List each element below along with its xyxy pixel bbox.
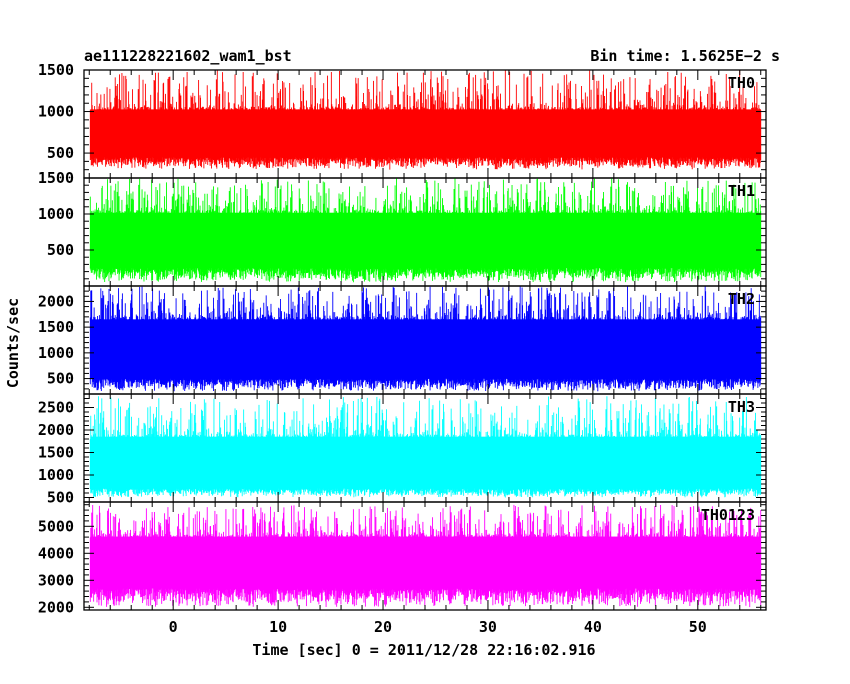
x-tick-label: 30 [479,618,497,636]
x-tick-label: 10 [269,618,287,636]
y-tick-label: 500 [47,489,74,507]
series-core-th3 [90,436,761,489]
y-tick-label: 1500 [38,61,74,79]
panel-label-th0: TH0 [728,74,755,92]
bin-time-label: Bin time: 1.5625E−2 s [590,47,780,65]
panel-label-th2: TH2 [728,290,755,308]
y-tick-label: 2000 [38,598,74,616]
x-tick-label: 20 [374,618,392,636]
y-tick-label: 1000 [38,344,74,362]
panels-group: 500 1000 1500 TH0 500 1000 1500 TH1 500 1000 1500 2… [38,61,767,616]
x-axis-title: Time [sec] 0 = 2011/12/28 22:16:02.916 [252,641,595,659]
y-axis-title: Counts/sec [4,298,22,388]
figure-title: ae111228221602_wam1_bst [84,47,292,65]
panel-label-th1: TH1 [728,182,755,200]
series-core-th0 [90,109,761,158]
panel-th1: 500 1000 1500 TH1 [38,169,767,287]
panel-th3: 500 1000 1500 2000 2500 TH3 [38,393,767,507]
y-tick-label: 1000 [38,103,74,121]
panel-label-th3: TH3 [728,398,755,416]
x-axis: 0 10 20 30 40 50 [169,618,707,636]
y-tick-label: 1500 [38,444,74,462]
y-tick-label: 500 [47,241,74,259]
y-tick-label: 1000 [38,205,74,223]
panel-label-th0123: TH0123 [701,506,755,524]
panel-th2: 500 1000 1500 2000 TH2 [38,285,767,395]
x-tick-label: 50 [689,618,707,636]
y-tick-label: 5000 [38,517,74,535]
series-core-th2 [90,319,761,379]
series-core-th0123 [90,536,761,589]
x-tick-label: 40 [584,618,602,636]
y-tick-label: 3000 [38,571,74,589]
y-tick-label: 500 [47,370,74,388]
y-tick-label: 1500 [38,318,74,336]
panel-th0: 500 1000 1500 TH0 [38,61,767,179]
y-tick-label: 2000 [38,421,74,439]
y-tick-label: 500 [47,144,74,162]
x-tick-label: 0 [169,618,178,636]
y-tick-label: 2500 [38,399,74,417]
y-tick-label: 4000 [38,544,74,562]
series-core-th1 [90,212,761,268]
panel-th0123: 2000 3000 4000 5000 TH0123 [38,501,767,616]
y-tick-label: 1500 [38,169,74,187]
y-tick-label: 1000 [38,466,74,484]
y-tick-label: 2000 [38,292,74,310]
